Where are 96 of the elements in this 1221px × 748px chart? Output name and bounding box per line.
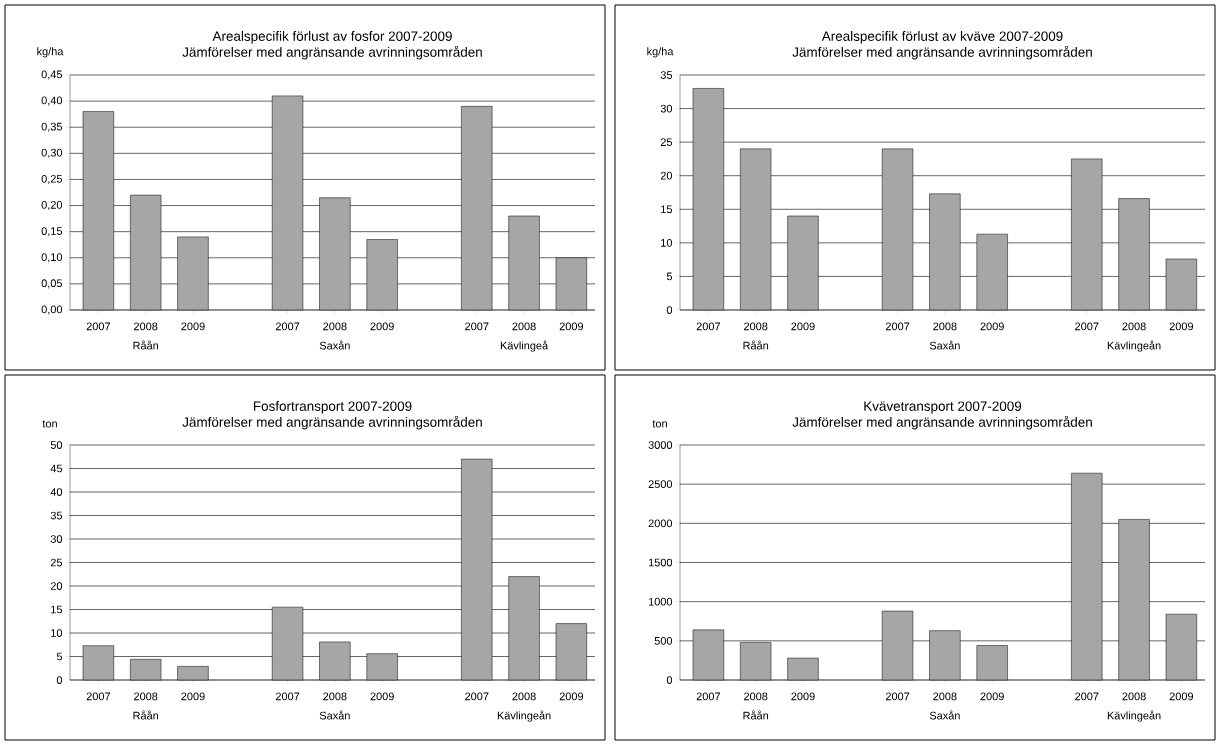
y-tick-label: 30 — [50, 535, 63, 543]
y-tick-label: 0,20 — [41, 201, 63, 211]
text: Råån — [133, 340, 159, 350]
text: Saxån — [929, 340, 960, 350]
y-tick-label: 5 — [666, 272, 673, 281]
y-tick-label: 2500 — [648, 480, 673, 489]
chart-title: Arealspecifik förlust av fosfor 2007-2009 — [212, 31, 452, 44]
text: Saxån — [319, 710, 350, 720]
y-tick-label: 35 — [50, 511, 63, 520]
y-tick-label: 1500 — [648, 558, 673, 567]
y-tick-label: 1000 — [648, 597, 673, 606]
x-tick-label: 2008 — [512, 692, 536, 701]
y-tick-label: 0,15 — [41, 227, 63, 237]
y-tick-label: 25 — [50, 558, 63, 567]
y-tick-label: 0,35 — [41, 122, 63, 132]
x-tick-label: 2008 — [933, 692, 957, 701]
y-tick-label: 0,10 — [41, 253, 63, 263]
y-axis-title: ton — [42, 420, 57, 428]
x-tick-label: 2008 — [323, 692, 347, 701]
y-tick-label: 0,30 — [41, 148, 63, 158]
y-tick-label: 45 — [50, 464, 63, 473]
x-tick-label: 2009 — [559, 322, 584, 331]
x-tick-label: 2008 — [134, 692, 158, 701]
y-tick-label: 0 — [56, 676, 63, 684]
x-tick-label: 2009 — [980, 322, 1004, 331]
x-tick-label: 2009 — [181, 322, 205, 331]
x-tick-label: 2007 — [275, 692, 300, 701]
y-axis-title: kg/ha — [647, 47, 674, 58]
y-tick-label: 0 — [666, 306, 673, 314]
x-tick-label: 2007 — [1075, 692, 1099, 701]
y-tick-label: 0,00 — [41, 305, 63, 315]
text: Saxån — [319, 340, 350, 350]
y-tick-label: 3000 — [648, 441, 673, 449]
x-tick-label: 2009 — [370, 692, 394, 701]
y-tick-label: 40 — [50, 488, 63, 496]
chart-subtitle: Jämförelser med angränsande avrinningsområden — [182, 45, 482, 60]
text: Saxån — [929, 710, 960, 720]
text: Råån — [743, 340, 769, 350]
x-tick-label: 2009 — [370, 322, 394, 331]
x-tick-label: 2007 — [86, 322, 111, 331]
text: Kävlingeå — [500, 340, 549, 352]
y-tick-label: 500 — [654, 636, 673, 645]
y-axis-title: ton — [652, 420, 667, 428]
text: Råån — [743, 710, 769, 720]
y-tick-label: 10 — [661, 238, 673, 247]
chart-title: Fosfortransport 2007-2009 — [253, 401, 412, 414]
y-tick-label: 10 — [51, 629, 63, 637]
text: Råån — [133, 710, 159, 720]
y-tick-label: 35 — [660, 71, 673, 79]
y-tick-label: 25 — [660, 138, 673, 147]
y-tick-label: 5 — [56, 652, 63, 661]
x-tick-label: 2007 — [696, 322, 721, 331]
x-tick-label: 2007 — [696, 692, 721, 701]
y-tick-label: 30 — [660, 104, 673, 113]
y-tick-label: 0,05 — [41, 279, 63, 289]
x-tick-label: 2008 — [1122, 322, 1146, 331]
y-tick-label: 50 — [50, 441, 63, 449]
y-tick-label: 0,45 — [41, 70, 63, 80]
x-tick-label: 2007 — [465, 322, 489, 331]
chart-subtitle: Jämförelser med angränsande avrinningsområden — [792, 415, 1092, 430]
x-tick-label: 2008 — [744, 692, 768, 701]
text: Kävlingeån — [1107, 710, 1161, 722]
chart-subtitle: Jämförelser med angränsande avrinningsområden — [792, 45, 1092, 60]
chart-title: Kvävetransport 2007-2009 — [864, 401, 1022, 414]
x-tick-label: 2009 — [1169, 692, 1194, 701]
chart-title: Arealspecifik förlust av kväve 2007-2009 — [821, 31, 1063, 44]
y-tick-label: 0,40 — [41, 96, 63, 106]
x-tick-label: 2009 — [980, 692, 1004, 701]
y-axis-title: kg/ha — [37, 47, 64, 58]
x-tick-label: 2009 — [791, 322, 815, 331]
x-tick-label: 2007 — [885, 692, 910, 701]
y-tick-label: 2000 — [648, 519, 673, 528]
x-tick-label: 2007 — [465, 692, 489, 701]
y-tick-label: 20 — [660, 171, 673, 180]
y-tick-label: 15 — [51, 605, 63, 614]
chart-subtitle: Jämförelser med angränsande avrinningsområden — [182, 415, 482, 430]
x-tick-label: 2008 — [744, 322, 768, 331]
y-tick-label: 0 — [666, 676, 673, 684]
y-tick-label: 20 — [50, 582, 63, 590]
x-tick-label: 2007 — [275, 322, 300, 331]
x-tick-label: 2008 — [1122, 692, 1146, 701]
x-tick-label: 2008 — [512, 322, 536, 331]
x-tick-label: 2008 — [134, 322, 158, 331]
x-tick-label: 2007 — [86, 692, 111, 701]
x-tick-label: 2008 — [323, 322, 347, 331]
text: Kävlingeån — [1107, 340, 1161, 352]
x-tick-label: 2009 — [1169, 322, 1194, 331]
y-tick-label: 15 — [661, 205, 673, 214]
x-tick-label: 2009 — [181, 692, 205, 701]
x-tick-label: 2008 — [933, 322, 957, 331]
x-tick-label: 2007 — [1075, 322, 1099, 331]
x-tick-label: 2007 — [885, 322, 910, 331]
x-tick-label: 2009 — [791, 692, 815, 701]
x-tick-label: 2009 — [559, 692, 584, 701]
text: Kävlingeån — [497, 710, 551, 722]
y-tick-label: 0,25 — [41, 174, 63, 184]
